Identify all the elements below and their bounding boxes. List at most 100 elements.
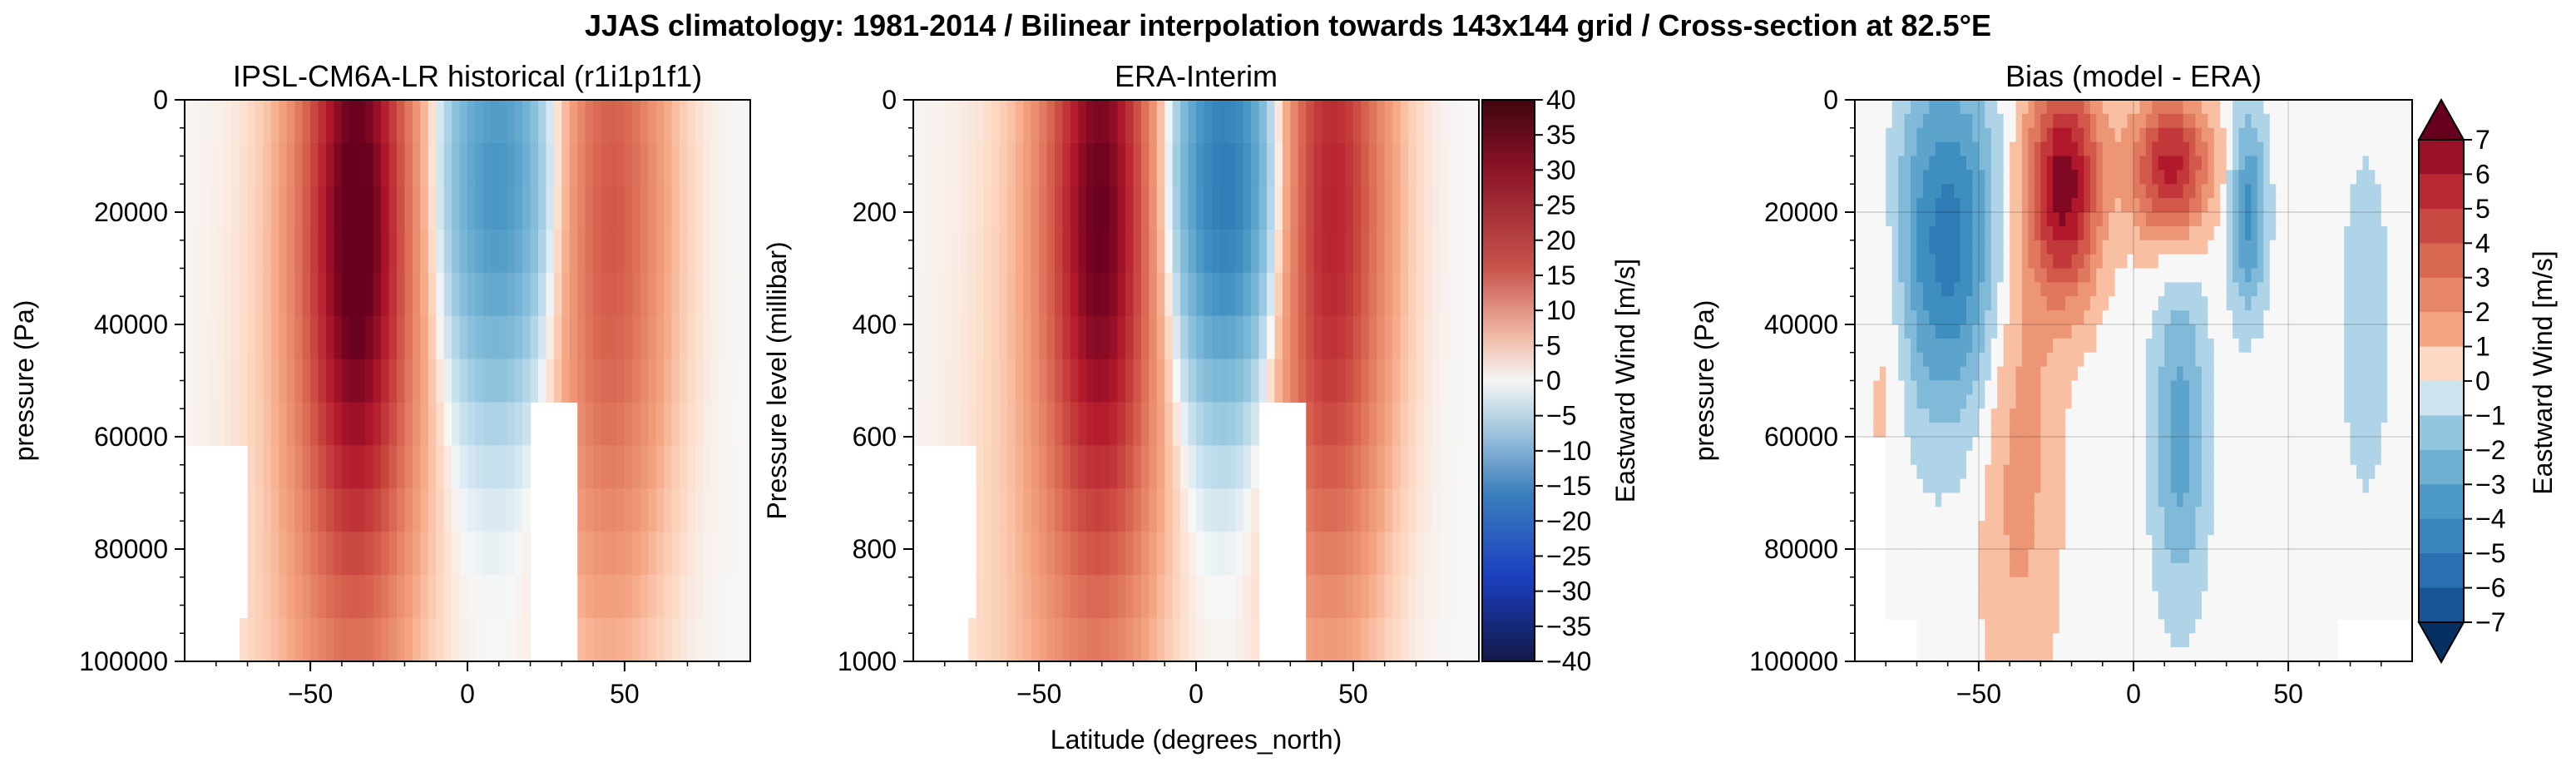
contour-cell [2089,310,2097,325]
contour-cell [2078,282,2085,297]
contour-cell [1935,576,1942,592]
contour-cell [2139,576,2147,592]
contour-cell [1886,591,1893,606]
contour-cell [2220,478,2227,494]
heatmap-cell [1031,186,1040,230]
heatmap-cell [1031,142,1040,187]
contour-cell [2220,549,2227,564]
contour-cell [2257,170,2264,185]
contour-cell [2208,437,2215,452]
heatmap-cell [302,532,311,576]
heatmap-cell [365,618,374,662]
heatmap-cell [703,532,712,576]
contour-cell [2368,380,2376,395]
contour-cell [2263,464,2271,480]
contour-cell [2028,240,2035,255]
heatmap-cell [1416,142,1425,187]
contour-cell [2158,310,2165,325]
heatmap-cell [1031,532,1040,576]
contour-cell [2269,324,2277,339]
heatmap-cell [1101,359,1110,403]
contour-cell [2189,464,2197,480]
heatmap-cell [1400,229,1409,274]
heatmap-cell [1140,488,1150,532]
heatmap-cell [710,532,719,576]
heatmap-cell [695,359,704,403]
contour-cell [1879,156,1886,171]
heatmap-cell [703,142,712,187]
contour-cell [1947,492,1955,507]
contour-cell [2102,394,2109,409]
heatmap-cell [1046,186,1056,230]
contour-cell [1972,591,1980,606]
contour-cell [1879,268,1886,283]
contour-cell [2325,437,2332,452]
contour-cell [1935,254,1942,270]
heatmap-cell [719,100,728,144]
contour-cell [1978,310,1985,325]
contour-cell [1966,380,1974,395]
contour-cell [2201,240,2208,255]
contour-cell [1947,156,1955,171]
contour-cell [2053,366,2060,382]
contour-cell [2102,296,2109,311]
heatmap-cell [1471,402,1480,446]
heatmap-cell [569,186,578,230]
contour-cell [1886,310,1893,325]
contour-cell [1898,492,1906,507]
contour-cell [1904,492,1911,507]
heatmap-cell [1094,272,1103,317]
contour-cell [1941,184,1949,199]
heatmap-cell [1408,445,1417,489]
heatmap-cell [1101,445,1110,489]
contour-cell [2387,240,2395,255]
contour-cell [2046,296,2054,311]
contour-cell [1990,198,1998,213]
contour-cell [2294,394,2302,409]
contour-cell [2325,380,2332,395]
contour-cell [1886,156,1893,171]
contour-cell [2312,338,2320,354]
heatmap-cell [263,445,272,489]
contour-cell [1886,198,1893,213]
contour-cell [2133,268,2141,283]
contour-cell [2301,156,2308,171]
contour-cell [2344,562,2351,578]
heatmap-cell [491,359,500,403]
heatmap-cell [968,142,977,187]
heatmap-cell [1423,142,1432,187]
contour-cell [1916,296,1924,311]
heatmap-cell [1384,315,1393,360]
heatmap-cell [215,186,225,230]
heatmap-cell [326,315,335,360]
contour-cell [2331,394,2339,409]
contour-cell [1997,352,2005,368]
contour-cell [2121,464,2129,480]
heatmap-cell [1133,445,1142,489]
contour-cell [2114,380,2122,395]
contour-cell [1911,521,1918,536]
contour-cell [2133,535,2141,550]
contour-cell [1960,380,1967,395]
contour-cell [1879,282,1886,297]
contour-cell [1966,366,1974,382]
contour-cell [2257,366,2264,382]
contour-cell [2294,225,2302,241]
contour-cell [2288,492,2296,507]
heatmap-cell [498,315,507,360]
heatmap-cell [1431,186,1441,230]
contour-cell [1855,366,1862,382]
contour-cell [2251,338,2258,354]
contour-cell [2301,296,2308,311]
contour-cell [2257,198,2264,213]
heatmap-cell [373,402,382,446]
contour-cell [1935,549,1942,564]
contour-cell [2121,310,2129,325]
contour-cell [2319,324,2326,339]
heatmap-cell [640,359,649,403]
heatmap-cell [467,532,477,576]
contour-cell [1911,562,1918,578]
heatmap-cell [1172,532,1181,576]
heatmap-cell [1471,142,1480,187]
heatmap-cell [215,272,225,317]
